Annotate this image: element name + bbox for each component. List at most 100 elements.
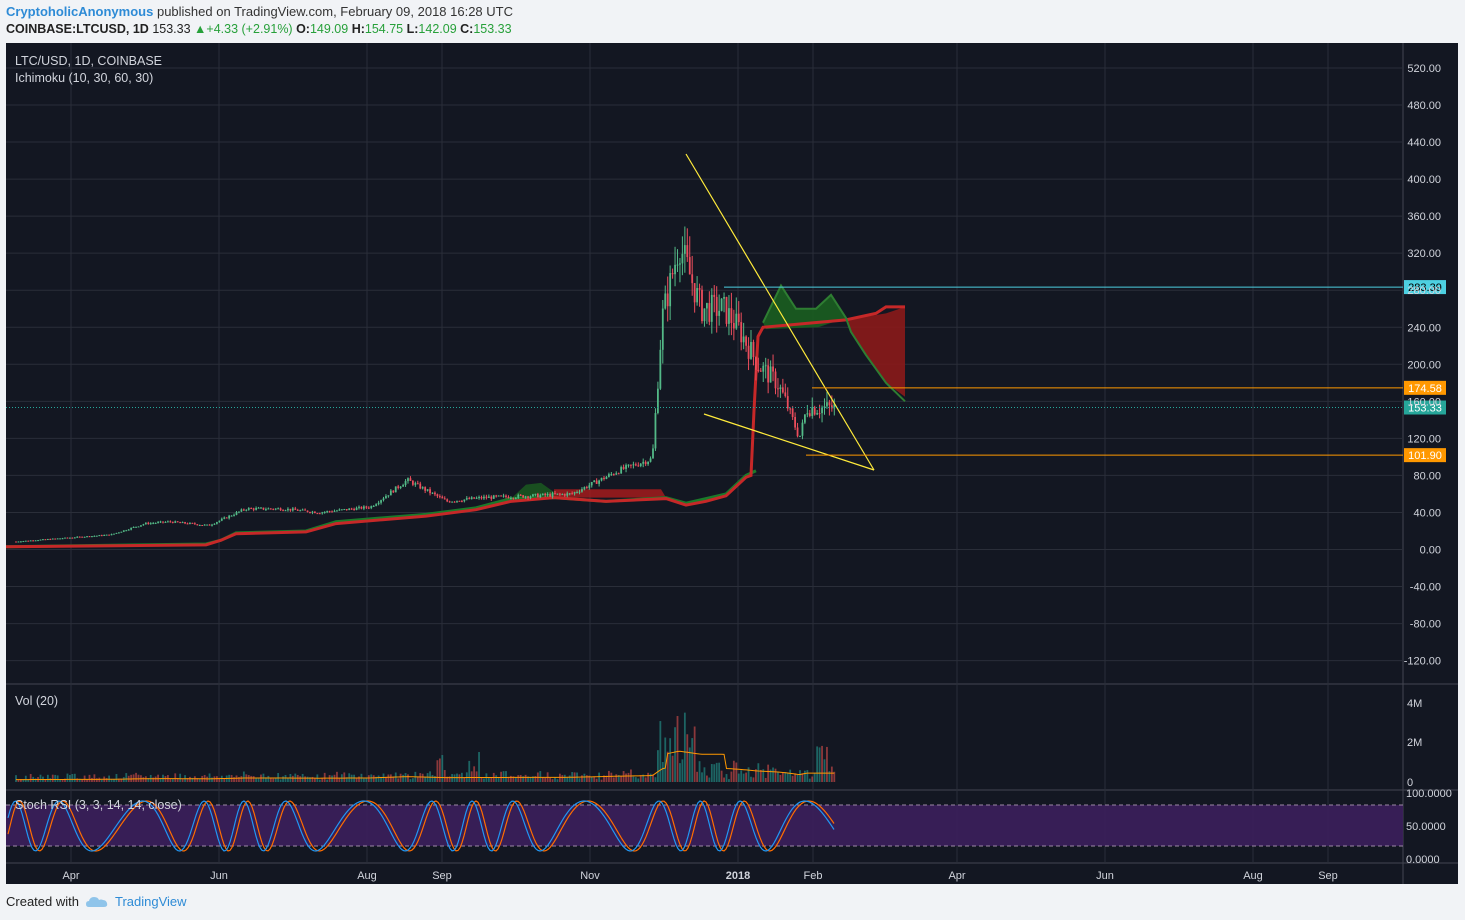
candle-body xyxy=(186,523,189,525)
volume-bar xyxy=(786,773,789,782)
volume-bar xyxy=(282,776,284,782)
volume-bar xyxy=(664,737,667,782)
candle-body xyxy=(828,402,831,406)
time-tick-label: Sep xyxy=(432,870,452,882)
price-tick-label: 240.00 xyxy=(1407,322,1441,334)
candle-body xyxy=(291,508,294,511)
candle-body xyxy=(296,509,299,511)
stoch-tick-label: 0.0000 xyxy=(1406,854,1440,866)
candle-body xyxy=(568,493,571,495)
span-b-line xyxy=(6,305,905,549)
candle-body xyxy=(774,371,777,389)
volume-bar xyxy=(323,772,326,782)
price-pane xyxy=(6,43,1403,683)
span-a-future xyxy=(762,283,906,403)
volume-bar xyxy=(605,775,608,782)
candle-body xyxy=(769,366,772,383)
author-link[interactable]: CryptoholicAnonymous xyxy=(6,4,154,19)
candle-body xyxy=(343,509,346,511)
time-tick-label: Apr xyxy=(62,870,79,882)
volume-bar xyxy=(583,773,586,782)
volume-bar xyxy=(355,778,358,782)
volume-bar xyxy=(808,778,811,782)
candle-body xyxy=(318,513,321,515)
volume-bar xyxy=(554,777,556,782)
candle-body xyxy=(431,492,434,494)
candle-body xyxy=(203,524,206,526)
candle-body xyxy=(169,521,172,523)
chart-canvas[interactable]: 283.39 174.58 153.33 101.90 520.00 480.00 440.… xyxy=(6,43,1458,884)
volume-bar xyxy=(272,778,275,782)
time-tick-label: Sep xyxy=(1318,870,1338,882)
candle-body xyxy=(532,494,534,497)
volume-bar xyxy=(191,777,194,782)
volume-bar xyxy=(588,775,591,782)
volume-bar xyxy=(757,763,760,782)
volume-bar xyxy=(559,773,561,782)
volume-bar xyxy=(91,777,93,782)
candle-body xyxy=(804,414,806,423)
candle-body xyxy=(375,504,378,506)
candle-body xyxy=(73,537,76,539)
created-with-text: Created with xyxy=(6,894,79,909)
candle-body xyxy=(456,500,458,502)
candle-body xyxy=(311,511,314,513)
volume-bar xyxy=(659,721,662,782)
candle-body xyxy=(353,508,355,511)
candle-body xyxy=(235,512,238,515)
volume-bar xyxy=(407,774,409,782)
candle-body xyxy=(634,464,637,466)
candle-body xyxy=(100,535,103,537)
candle-body xyxy=(674,264,676,275)
candle-body xyxy=(149,523,152,525)
candle-body xyxy=(740,322,743,343)
candle-body xyxy=(784,392,787,397)
volume-bar xyxy=(419,773,422,782)
level-tag xyxy=(1404,448,1446,463)
candle-body xyxy=(728,308,730,324)
volume-bar xyxy=(483,778,485,782)
candle-body xyxy=(608,474,610,477)
time-tick-label: Nov xyxy=(580,870,600,882)
price-tick-label: 40.00 xyxy=(1413,507,1441,519)
chart-area[interactable]: 283.39 174.58 153.33 101.90 520.00 480.00 440.… xyxy=(6,43,1458,884)
candle-body xyxy=(742,336,745,343)
volume-bar xyxy=(698,761,701,782)
candle-body xyxy=(230,515,233,517)
candle-body xyxy=(461,501,463,503)
volume-bar xyxy=(402,774,404,782)
candle-body xyxy=(529,496,532,498)
candle-body xyxy=(394,486,397,493)
volume-bar xyxy=(306,776,309,782)
price-tick-label: 520.00 xyxy=(1407,63,1441,75)
volume-bar xyxy=(794,773,796,782)
volume-bar xyxy=(784,772,787,782)
candle-body xyxy=(757,369,760,371)
stoch-tick-label: 100.0000 xyxy=(1406,788,1452,800)
publish-header: CryptoholicAnonymous published on Tradin… xyxy=(6,4,513,19)
candle-body xyxy=(181,522,184,524)
tradingview-link[interactable]: TradingView xyxy=(114,894,187,909)
stoch-tick-label: 50.0000 xyxy=(1406,821,1446,833)
candle-body xyxy=(108,534,110,536)
volume-bar xyxy=(291,775,294,782)
ichimoku-label: Ichimoku (10, 30, 60, 30) xyxy=(15,71,153,85)
candle-body xyxy=(500,495,502,497)
candle-body xyxy=(823,406,826,408)
candle-body xyxy=(326,511,329,513)
volume-bar xyxy=(507,777,510,782)
candle-body xyxy=(113,533,115,535)
candle-body xyxy=(105,534,108,536)
candle-body xyxy=(164,521,167,523)
volume-bar xyxy=(742,773,745,782)
volume-bar xyxy=(314,778,316,782)
candle-body xyxy=(218,520,221,523)
volume-bar xyxy=(661,762,664,782)
candle-body xyxy=(299,510,302,512)
candle-body xyxy=(502,495,505,497)
time-tick-label: Apr xyxy=(948,870,965,882)
candle-body xyxy=(573,492,576,494)
price-tick-label: -80.00 xyxy=(1410,619,1441,631)
candle-body xyxy=(142,524,145,526)
candle-body xyxy=(228,515,231,519)
